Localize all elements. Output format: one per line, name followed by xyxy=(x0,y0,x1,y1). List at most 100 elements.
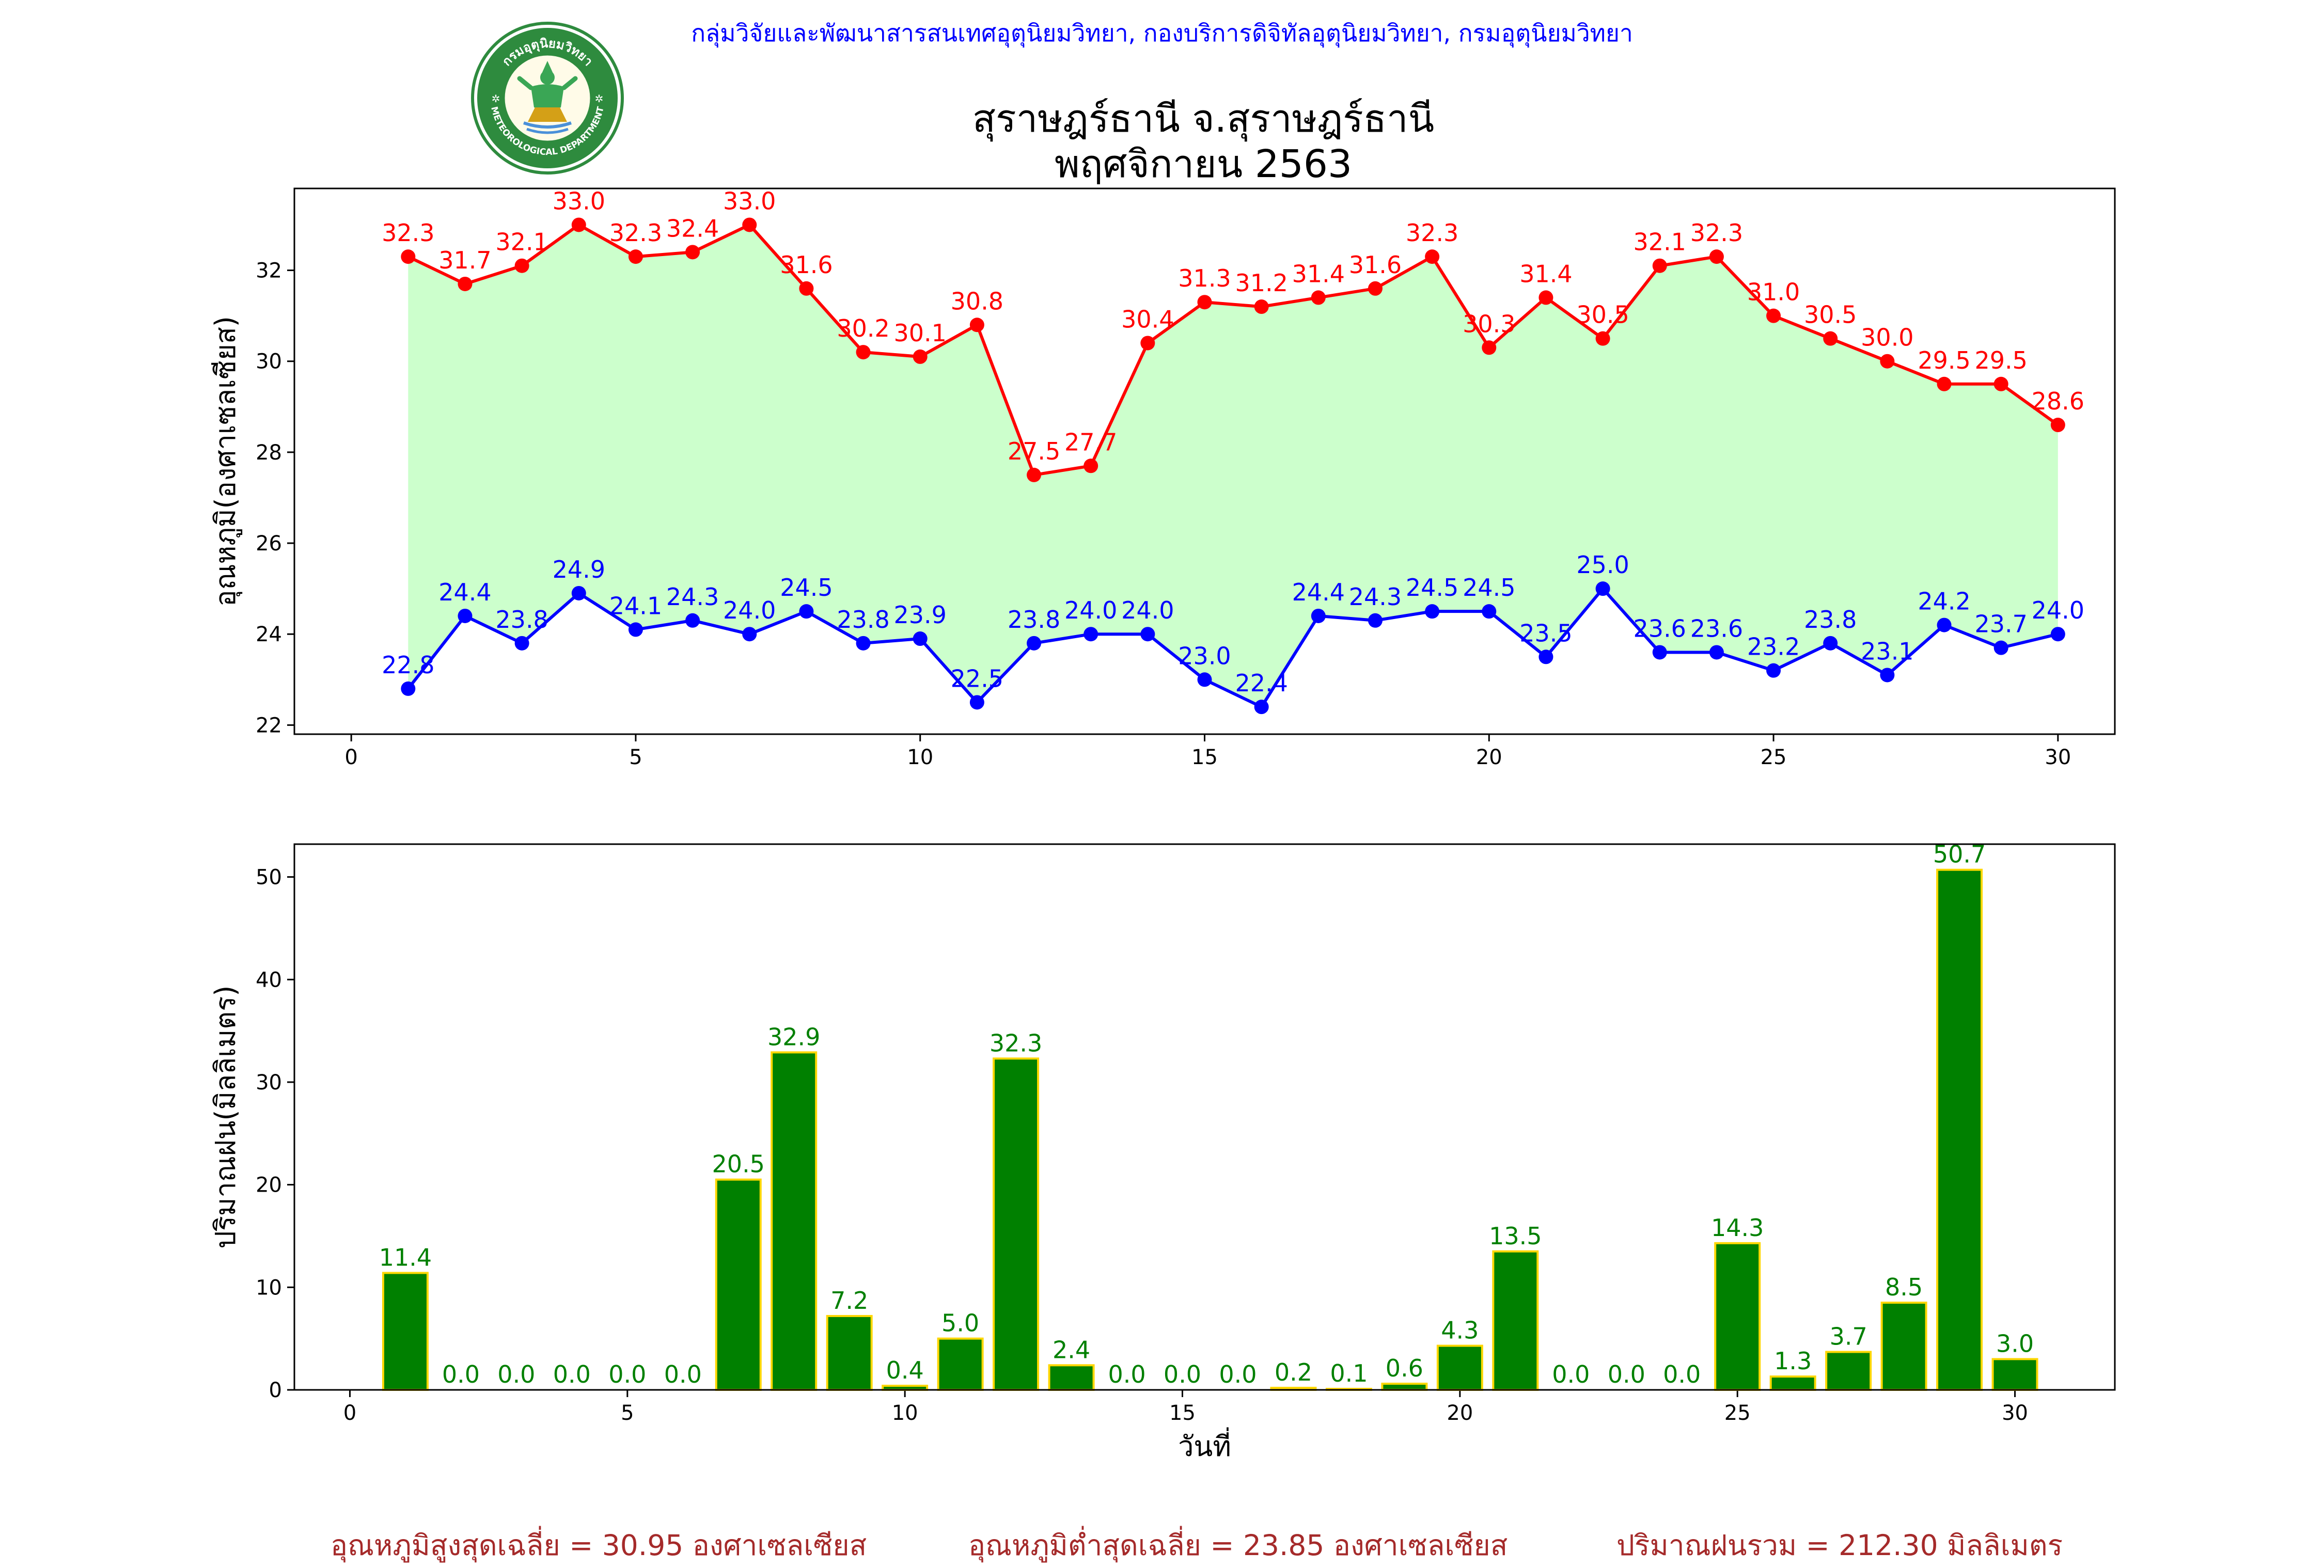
min-temp-value-label: 24.0 xyxy=(1064,596,1117,624)
max-temp-point xyxy=(1538,290,1553,305)
y-tick-label: 0 xyxy=(269,1379,282,1402)
rain-value-label: 11.4 xyxy=(379,1244,432,1272)
min-temp-point xyxy=(628,622,643,637)
min-temp-value-label: 23.8 xyxy=(495,606,548,633)
x-tick-label: 25 xyxy=(1761,746,1787,769)
max-temp-point xyxy=(742,217,757,232)
max-temp-point xyxy=(799,281,814,296)
rain-value-label: 50.7 xyxy=(1933,841,1986,868)
chart-title-month: พฤศจิกายน 2563 xyxy=(1054,142,1353,186)
rain-bar xyxy=(1880,1302,1927,1391)
meteorological-department-logo: กรมอุตุนิยมวิทยา METEOROLOGICAL DEPARTME… xyxy=(471,22,624,175)
rain-value-label: 1.3 xyxy=(1774,1347,1812,1375)
max-temp-point xyxy=(571,217,586,232)
rain-bar xyxy=(1936,868,1983,1391)
min-temp-point xyxy=(1595,581,1610,596)
y-tick-label: 50 xyxy=(256,866,282,890)
min-temp-value-label: 23.6 xyxy=(1634,614,1686,642)
min-temp-line xyxy=(406,586,2059,709)
x-tick-label: 30 xyxy=(2002,1401,2028,1425)
max-temp-value-label: 31.6 xyxy=(1349,251,1402,279)
max-temp-value-label: 27.7 xyxy=(1064,428,1117,456)
min-temp-value-label: 24.3 xyxy=(1349,583,1402,611)
max-temp-value-label: 30.0 xyxy=(1861,324,1913,352)
avg-min-temp-text: อุณหภูมิต่ำสุดเฉลี่ย = 23.85 องศาเซลเซีย… xyxy=(968,1529,1508,1562)
min-temp-point xyxy=(1482,604,1497,619)
max-temp-point xyxy=(1197,295,1212,310)
rain-bar xyxy=(1492,1250,1539,1391)
rainfall-plot-frame xyxy=(293,843,2116,1391)
max-temp-value-label: 32.3 xyxy=(1406,219,1458,247)
min-temp-value-label: 24.4 xyxy=(1292,578,1345,606)
y-tick-label: 30 xyxy=(256,1071,282,1095)
min-temp-point xyxy=(571,585,586,600)
min-temp-value-label: 23.2 xyxy=(1747,633,1800,661)
rain-value-label: 0.0 xyxy=(1608,1360,1645,1388)
min-temp-point xyxy=(969,695,984,710)
max-temp-point xyxy=(913,349,928,364)
x-tick-label: 15 xyxy=(1191,746,1218,769)
rain-bar xyxy=(1769,1375,1816,1391)
max-temp-value-label: 31.0 xyxy=(1747,278,1800,306)
min-temp-point xyxy=(1197,672,1212,687)
y-tick-label: 40 xyxy=(256,968,282,992)
max-temp-point xyxy=(1595,331,1610,346)
max-temp-value-label: 31.6 xyxy=(780,251,833,279)
min-temp-value-label: 23.7 xyxy=(1974,610,2027,638)
max-temp-value-label: 27.5 xyxy=(1008,437,1060,465)
min-temp-point xyxy=(856,636,871,651)
max-temp-value-label: 31.2 xyxy=(1235,269,1287,297)
y-tick-label: 22 xyxy=(256,714,282,737)
rain-value-label: 0.0 xyxy=(664,1360,702,1388)
min-temp-value-label: 23.9 xyxy=(894,601,947,629)
min-temp-point xyxy=(1880,668,1895,683)
rain-bar xyxy=(1825,1351,1872,1391)
max-temp-point xyxy=(1140,336,1155,351)
min-temp-value-label: 23.1 xyxy=(1861,637,1913,665)
min-temp-point xyxy=(685,613,700,628)
svg-text:✲: ✲ xyxy=(595,92,604,105)
max-temp-point xyxy=(1482,340,1497,355)
min-temp-point xyxy=(1368,613,1383,628)
max-temp-point xyxy=(856,345,871,360)
max-temp-point xyxy=(1652,258,1667,273)
x-tick-label: 30 xyxy=(2045,746,2071,769)
min-temp-point xyxy=(1425,604,1440,619)
max-temp-value-label: 33.0 xyxy=(723,187,776,215)
rain-value-label: 0.0 xyxy=(553,1360,591,1388)
min-temp-value-label: 22.4 xyxy=(1235,669,1287,697)
min-temp-value-label: 24.5 xyxy=(1406,574,1458,601)
min-temp-value-label: 23.5 xyxy=(1519,619,1572,647)
min-temp-point xyxy=(1652,645,1667,660)
max-temp-point xyxy=(458,276,473,291)
max-temp-value-label: 30.4 xyxy=(1121,305,1174,333)
rain-value-label: 0.0 xyxy=(442,1360,480,1388)
rain-bar xyxy=(715,1178,762,1391)
max-temp-point xyxy=(401,249,416,264)
max-temp-value-label: 31.4 xyxy=(1292,260,1345,288)
svg-text:✲: ✲ xyxy=(492,92,500,105)
rain-value-label: 14.3 xyxy=(1711,1214,1764,1242)
rain-value-label: 0.6 xyxy=(1386,1354,1423,1382)
chart-title-station: สุราษฎร์ธานี จ.สุราษฎร์ธานี xyxy=(972,97,1435,141)
max-temp-point xyxy=(514,258,529,273)
rain-value-label: 3.7 xyxy=(1830,1322,1867,1350)
max-temp-value-label: 32.1 xyxy=(495,228,548,256)
x-axis-label: วันที่ xyxy=(1178,1427,1231,1463)
min-temp-value-label: 24.0 xyxy=(723,596,776,624)
min-temp-point xyxy=(1766,663,1781,678)
min-temp-point xyxy=(1823,636,1838,651)
min-temp-value-label: 25.0 xyxy=(1576,551,1629,579)
max-temp-point xyxy=(1766,308,1781,323)
x-tick-label: 10 xyxy=(892,1401,918,1425)
max-temp-value-label: 31.3 xyxy=(1178,264,1231,292)
min-temp-point xyxy=(1538,650,1553,664)
rain-value-label: 13.5 xyxy=(1489,1222,1542,1250)
max-temp-value-label: 31.7 xyxy=(438,246,491,274)
rain-value-label: 2.4 xyxy=(1053,1336,1090,1364)
max-temp-value-label: 29.5 xyxy=(1974,346,2027,374)
max-temp-point xyxy=(1709,249,1724,264)
max-temp-value-label: 30.3 xyxy=(1463,310,1515,338)
max-temp-point xyxy=(1084,458,1098,473)
x-tick-label: 25 xyxy=(1724,1401,1751,1425)
